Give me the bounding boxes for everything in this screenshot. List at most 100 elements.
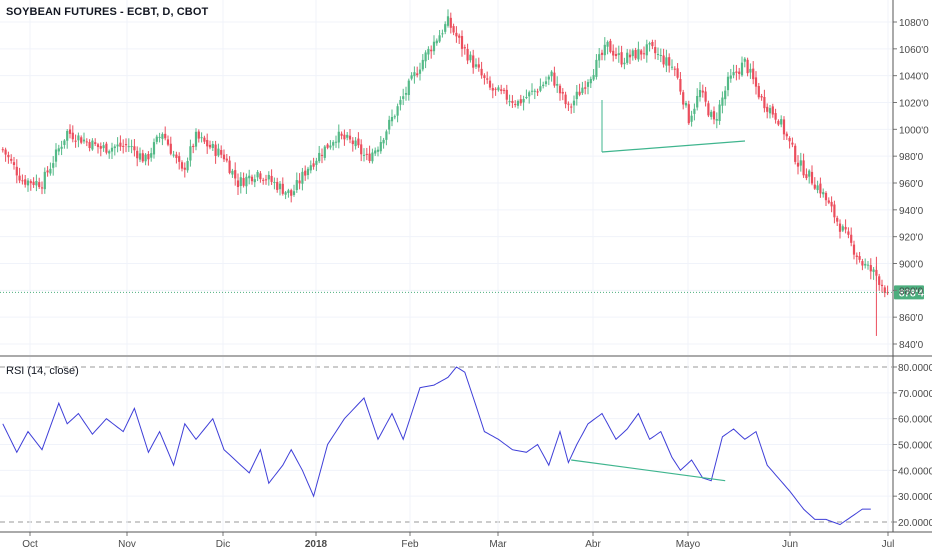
candle-body <box>399 99 402 105</box>
candle-body <box>326 144 329 148</box>
candle-body <box>600 52 604 55</box>
candle-body <box>880 284 884 287</box>
candle-body <box>822 192 825 195</box>
candle-body <box>738 71 741 74</box>
candle-body <box>435 40 438 44</box>
candle-body <box>186 161 189 171</box>
candle-body <box>12 162 16 166</box>
candle-body <box>340 133 343 136</box>
candle-body <box>796 162 800 167</box>
candle-body <box>161 134 164 139</box>
candle-body <box>348 135 352 140</box>
candle-body <box>628 54 632 58</box>
rsi-indicator-title[interactable]: RSI (14, close) <box>6 365 79 377</box>
candle-body <box>659 54 662 56</box>
candle-body <box>684 102 688 106</box>
candle-body <box>687 104 690 124</box>
candle-body <box>869 265 872 272</box>
candle-body <box>749 68 752 73</box>
candle-body <box>239 177 242 187</box>
time-tick-label: 2018 <box>305 539 328 550</box>
candle-body <box>640 50 643 55</box>
rsi-tick-label: 50.0000 <box>898 441 932 452</box>
rsi-tick-label: 30.0000 <box>898 492 932 503</box>
candle-body <box>841 226 844 231</box>
candle-body <box>189 146 192 161</box>
candle-body <box>631 50 634 57</box>
candle-body <box>497 87 500 91</box>
candle-body <box>416 73 419 76</box>
candle-body <box>718 104 721 122</box>
candle-body <box>306 168 310 176</box>
candle-body <box>603 44 606 56</box>
candle-body <box>183 167 186 170</box>
candle-body <box>312 163 315 167</box>
candle-body <box>561 91 564 94</box>
candle-body <box>838 223 842 232</box>
price-tick-label: 1040'0 <box>899 72 929 83</box>
candle-body <box>292 191 296 195</box>
candle-body <box>242 178 245 186</box>
candle-body <box>721 97 724 106</box>
price-overlays: 878'4 <box>0 100 924 300</box>
candle-body <box>376 149 380 152</box>
candle-body <box>52 163 55 168</box>
candle-body <box>505 89 508 100</box>
candle-body <box>427 48 430 55</box>
candle-body <box>572 100 576 106</box>
candle-body <box>564 94 567 105</box>
candle-body <box>138 153 142 160</box>
candle-body <box>236 180 240 188</box>
candle-body <box>77 135 80 141</box>
rsi-tick-label: 40.0000 <box>898 466 932 477</box>
candle-body <box>194 131 198 147</box>
candle-body <box>169 143 172 154</box>
candle-body <box>206 139 209 147</box>
candle-body <box>147 154 150 160</box>
candle-body <box>614 53 618 57</box>
candle-body <box>446 16 450 26</box>
rsi-tick-label: 60.0000 <box>898 415 932 426</box>
candle-body <box>413 72 416 77</box>
candle-body <box>729 75 732 79</box>
candle-body <box>418 69 422 74</box>
candle-body <box>46 170 49 173</box>
candle-body <box>768 108 772 114</box>
candle-body <box>547 76 550 80</box>
candle-body <box>712 111 716 120</box>
time-grid <box>29 0 889 532</box>
candle-body <box>651 42 654 47</box>
last-price-badge <box>894 285 924 300</box>
candle-body <box>38 182 41 188</box>
candle-body <box>309 165 312 171</box>
candle-body <box>777 120 780 125</box>
candle-body <box>334 141 338 143</box>
candle-body <box>203 137 206 142</box>
candle-body <box>253 179 256 183</box>
candle-body <box>824 192 828 201</box>
candle-body <box>819 183 822 194</box>
candle-body <box>385 131 388 140</box>
candle-body <box>18 175 21 181</box>
candle-body <box>858 256 861 260</box>
candle-body <box>424 52 427 62</box>
candle-body <box>122 145 125 147</box>
candle-body <box>458 35 461 38</box>
candle-body <box>701 90 704 93</box>
candle-body <box>578 91 581 95</box>
candle-body <box>704 91 707 102</box>
candle-body <box>298 180 301 184</box>
candle-body <box>799 160 802 166</box>
candle-body <box>15 166 18 176</box>
candle-body <box>85 141 88 143</box>
time-tick-label: Mar <box>489 539 507 550</box>
candle-body <box>354 140 357 147</box>
candle-body <box>592 75 595 80</box>
candle-body <box>883 287 886 294</box>
candle-body <box>491 87 494 91</box>
candle-body <box>788 137 791 142</box>
candle-body <box>830 201 833 207</box>
candle-body <box>40 187 44 189</box>
candle-body <box>570 106 573 108</box>
